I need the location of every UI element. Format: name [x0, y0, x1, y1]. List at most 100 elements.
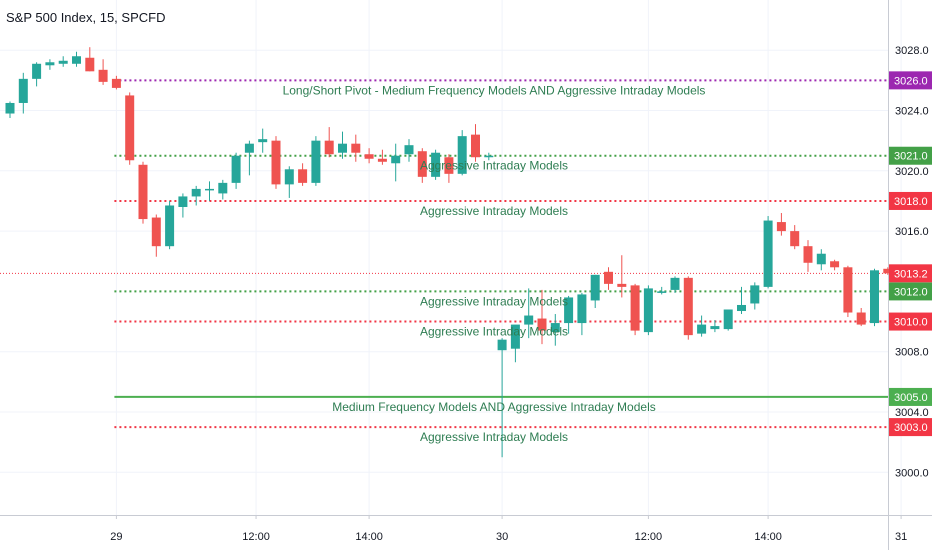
- candle-body: [218, 182, 228, 194]
- level-price-tag-label: 3021.0: [894, 151, 928, 163]
- candle-body: [85, 57, 95, 72]
- y-tick-label: 3008.0: [895, 347, 929, 359]
- candle-body: [404, 145, 414, 155]
- x-tick-label: 12:00: [635, 531, 663, 543]
- level-price-tag: [889, 71, 932, 90]
- candle-body: [298, 169, 308, 183]
- candle-body: [883, 268, 893, 274]
- candle-body: [431, 152, 441, 177]
- x-tick-label: 14:00: [355, 531, 383, 543]
- candle-body: [151, 217, 161, 247]
- candle-body: [723, 309, 733, 330]
- candle-body: [125, 95, 135, 161]
- level-price-tag-label: 3003.0: [894, 422, 928, 434]
- x-tick-label: 14:00: [754, 531, 782, 543]
- candle-body: [165, 205, 175, 247]
- level-label: Aggressive Intraday Models: [420, 159, 568, 173]
- candle-body: [737, 304, 746, 312]
- level-price-tag-label: 3010.0: [894, 317, 928, 329]
- candle-body: [657, 291, 667, 293]
- candle-body: [683, 277, 693, 336]
- candle-body: [271, 140, 281, 185]
- level-label: Aggressive Intraday Models: [420, 325, 568, 339]
- chart-title: S&P 500 Index, 15, SPCFD: [6, 10, 166, 25]
- candle-body: [803, 246, 813, 263]
- level-price-tag: [889, 282, 932, 301]
- candle-body: [763, 220, 773, 287]
- candle-body: [471, 134, 480, 158]
- candle-body: [98, 69, 108, 82]
- level-price-tag: [889, 191, 932, 210]
- candle-body: [32, 63, 42, 79]
- candle-body: [856, 312, 866, 325]
- candle-body: [776, 222, 786, 232]
- candle-body: [417, 151, 427, 177]
- y-tick-label: 3020.0: [895, 166, 929, 178]
- level-label: Long/Short Pivot - Medium Frequency Mode…: [283, 83, 706, 97]
- last-price-tag-label: 3013.2: [894, 268, 928, 280]
- candle-body: [710, 326, 720, 330]
- candle-body: [284, 169, 294, 185]
- candle-body: [191, 188, 201, 197]
- level-price-tag-label: 3012.0: [894, 286, 928, 298]
- candle-body: [244, 143, 254, 153]
- candle-body: [338, 143, 347, 153]
- candle-body: [697, 324, 707, 334]
- candle-body: [111, 78, 121, 88]
- y-tick-label: 3004.0: [895, 407, 929, 419]
- candle-body: [617, 283, 627, 287]
- candle-body: [497, 339, 507, 351]
- candle-body: [391, 155, 401, 164]
- level-label: Aggressive Intraday Models: [420, 430, 568, 444]
- candle-body: [258, 139, 268, 143]
- candle-body: [18, 78, 28, 103]
- level-price-tag: [889, 418, 932, 437]
- candle-body: [5, 102, 15, 114]
- candle-body: [816, 253, 826, 265]
- candle-body: [377, 158, 387, 162]
- level-price-tag-label: 3018.0: [894, 196, 928, 208]
- candle-body: [843, 267, 853, 313]
- level-label: Aggressive Intraday Models: [420, 204, 568, 218]
- candle-body: [630, 285, 640, 331]
- candle-body: [830, 261, 840, 268]
- candle-body: [324, 140, 334, 155]
- level-price-tag-label: 3005.0: [894, 392, 928, 404]
- level-price-tag-label: 3026.0: [894, 75, 928, 87]
- candle-body: [670, 277, 680, 290]
- last-price-tag: [889, 264, 932, 283]
- candle-body: [311, 140, 321, 183]
- candle-body: [457, 136, 467, 174]
- candle-body: [550, 323, 560, 333]
- candle-body: [231, 155, 241, 183]
- y-tick-label: 3000.0: [895, 467, 929, 479]
- x-tick-label: 30: [496, 531, 508, 543]
- candle-body: [351, 143, 361, 153]
- candle-body: [484, 155, 494, 158]
- candle-body: [444, 157, 454, 174]
- level-price-tag: [889, 312, 932, 331]
- candle-body: [577, 294, 587, 324]
- candle-body: [590, 274, 600, 301]
- candle-body: [537, 318, 547, 331]
- candle-body: [45, 62, 55, 66]
- x-tick-label: 12:00: [242, 531, 270, 543]
- y-tick-label: 3028.0: [895, 45, 929, 57]
- y-tick-label: 3016.0: [895, 226, 929, 238]
- candle-body: [72, 56, 81, 64]
- candle-body: [58, 60, 68, 64]
- candle-body: [790, 231, 800, 247]
- candle-body: [364, 154, 374, 159]
- candle-body: [870, 270, 879, 324]
- level-price-tag: [889, 387, 932, 406]
- level-label: Aggressive Intraday Models: [420, 294, 568, 308]
- candle-body: [138, 164, 148, 220]
- candle-body: [643, 288, 653, 333]
- candle-body: [564, 297, 574, 324]
- level-price-tag: [889, 146, 932, 165]
- x-tick-label: 31: [895, 531, 907, 543]
- candle-body: [524, 315, 534, 325]
- candle-body: [178, 196, 188, 207]
